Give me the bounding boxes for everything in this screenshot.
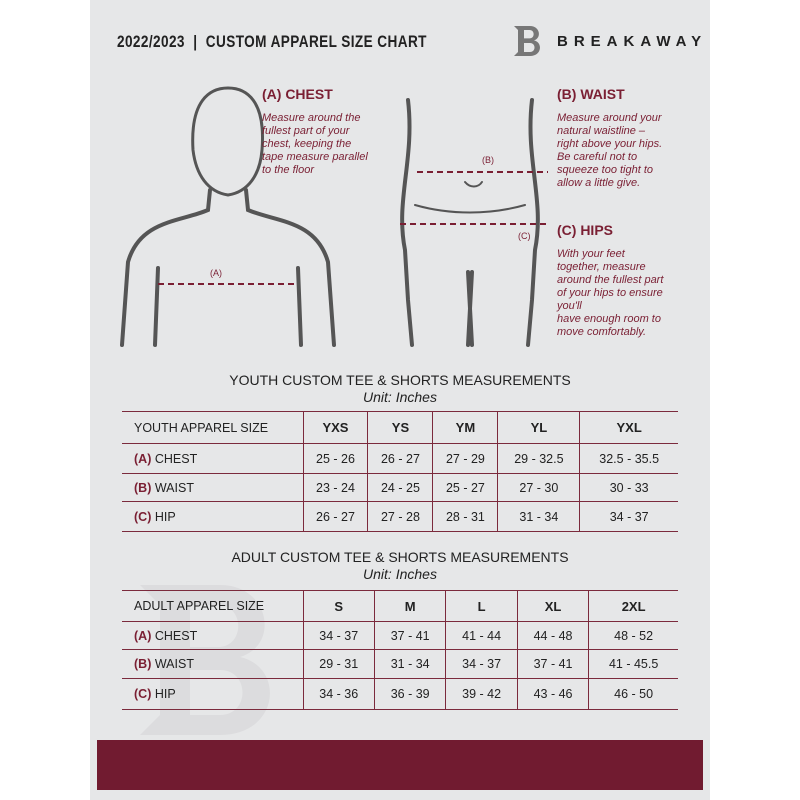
measurement-value: 31 - 34 [373, 649, 446, 679]
measurement-value: 27 - 29 [432, 443, 498, 474]
size-column-header: YXL [579, 411, 678, 444]
measurement-name: CHEST [154, 451, 198, 466]
adult-unit: Unit: Inches [363, 566, 437, 582]
table-row: (B) WAIST 29 - 31 31 - 34 34 - 37 37 - 41 41 … [122, 649, 678, 679]
measurement-value: 28 - 31 [432, 501, 498, 532]
measurement-name: WAIST [154, 657, 194, 671]
measurement-letter: (B) [134, 657, 152, 671]
chest-description: Measure around the fullest part of your ch… [262, 112, 368, 176]
measurement-label: (A) CHEST [122, 443, 303, 474]
measurement-label: (B) WAIST [122, 649, 303, 679]
size-header: ADULT APPAREL SIZE [122, 590, 303, 622]
measurement-value: 41 - 44 [445, 621, 518, 650]
lower-body-illustration [400, 98, 540, 347]
size-column-header: YL [497, 411, 580, 444]
size-column-header: 2XL [588, 590, 678, 622]
brand-logo-icon [514, 26, 540, 56]
measurement-value: 27 - 28 [367, 501, 433, 532]
table-row: (C) HIP 26 - 27 27 - 28 28 - 31 31 - 34 34 - … [122, 501, 678, 532]
measurement-label: (C) HIP [122, 501, 303, 532]
measurement-value: 25 - 27 [432, 473, 498, 502]
measurement-value: 41 - 45.5 [588, 649, 678, 679]
measurement-value: 27 - 30 [497, 473, 580, 502]
measurement-value: 43 - 46 [516, 678, 589, 710]
measurement-value: 37 - 41 [516, 649, 589, 679]
upper-body-illustration [120, 86, 336, 347]
waist-label: (B) [482, 155, 494, 165]
table-row: (B) WAIST 23 - 24 24 - 25 25 - 27 27 - 30 30 … [122, 473, 678, 502]
chest-heading: (A) CHEST [262, 86, 333, 102]
measurement-letter: (C) [134, 509, 152, 524]
measurement-value: 30 - 33 [579, 473, 678, 502]
size-column-header: XL [516, 590, 589, 622]
youth-size-table: YOUTH APPAREL SIZE YXS YS YM YL YXL (A) CHEST 2… [122, 411, 678, 532]
measurement-name: WAIST [154, 480, 194, 495]
measurement-name: HIP [154, 509, 176, 524]
measurement-value: 48 - 52 [588, 621, 678, 650]
youth-unit: Unit: Inches [363, 389, 437, 405]
measurement-letter: (A) [134, 451, 152, 466]
size-column-header: M [373, 590, 446, 622]
table-header-row: ADULT APPAREL SIZE S M L XL 2XL [122, 590, 678, 622]
size-header: YOUTH APPAREL SIZE [122, 411, 303, 444]
measurement-value: 32.5 - 35.5 [579, 443, 678, 474]
measurement-value: 26 - 27 [302, 501, 368, 532]
measurement-letter: (C) [134, 687, 152, 701]
hips-label: (C) [518, 231, 531, 241]
size-column-header: S [302, 590, 375, 622]
table-row: (C) HIP 34 - 36 36 - 39 39 - 42 43 - 46 46 - … [122, 678, 678, 710]
waist-heading: (B) WAIST [557, 86, 625, 102]
youth-table-title: YOUTH CUSTOM TEE & SHORTS MEASUREMENTS [229, 372, 571, 388]
chest-label: (A) [210, 268, 222, 278]
size-column-header: YXS [302, 411, 368, 444]
measurement-value: 23 - 24 [302, 473, 368, 502]
size-column-header: YS [367, 411, 433, 444]
measurement-value: 34 - 37 [579, 501, 678, 532]
measurement-value: 26 - 27 [367, 443, 433, 474]
measurement-name: HIP [154, 687, 176, 701]
measurement-value: 37 - 41 [373, 621, 446, 650]
size-column-header: YM [432, 411, 498, 444]
measurement-value: 36 - 39 [373, 678, 446, 710]
table-row: (A) CHEST 34 - 37 37 - 41 41 - 44 44 - 48 48 … [122, 621, 678, 650]
footer-band [97, 740, 703, 790]
measurement-value: 34 - 36 [302, 678, 375, 710]
measurement-value: 29 - 32.5 [497, 443, 580, 474]
measurement-label: (B) WAIST [122, 473, 303, 502]
adult-table-title: ADULT CUSTOM TEE & SHORTS MEASUREMENTS [231, 549, 569, 565]
brand-name: BREAKAWAY [557, 33, 708, 50]
measurement-value: 44 - 48 [516, 621, 589, 650]
size-column-header: L [445, 590, 518, 622]
page-title: 2022/2023 | CUSTOM APPAREL SIZE CHART [117, 32, 427, 51]
adult-size-table: ADULT APPAREL SIZE S M L XL 2XL (A) CHEST 34 - … [122, 590, 678, 710]
hips-description: With your feet together, measure around th… [557, 248, 664, 338]
measurement-label: (A) CHEST [122, 621, 303, 650]
measurement-value: 31 - 34 [497, 501, 580, 532]
measurement-value: 29 - 31 [302, 649, 375, 679]
waist-description: Measure around your natural waistline – ri… [557, 112, 663, 189]
measurement-value: 39 - 42 [445, 678, 518, 710]
body-diagrams: (A) (B) (C) [120, 86, 548, 347]
measurement-value: 34 - 37 [445, 649, 518, 679]
table-row: (A) CHEST 25 - 26 26 - 27 27 - 29 29 - 32.5 3… [122, 443, 678, 474]
table-header-row: YOUTH APPAREL SIZE YXS YS YM YL YXL [122, 411, 678, 444]
measurement-letter: (A) [134, 628, 152, 643]
measurement-value: 46 - 50 [588, 678, 678, 710]
measurement-name: CHEST [154, 628, 198, 643]
hips-heading: (C) HIPS [557, 222, 613, 238]
measurement-letter: (B) [134, 480, 152, 495]
measurement-label: (C) HIP [122, 678, 303, 710]
measurement-value: 24 - 25 [367, 473, 433, 502]
measurement-value: 25 - 26 [302, 443, 368, 474]
measurement-value: 34 - 37 [302, 621, 375, 650]
